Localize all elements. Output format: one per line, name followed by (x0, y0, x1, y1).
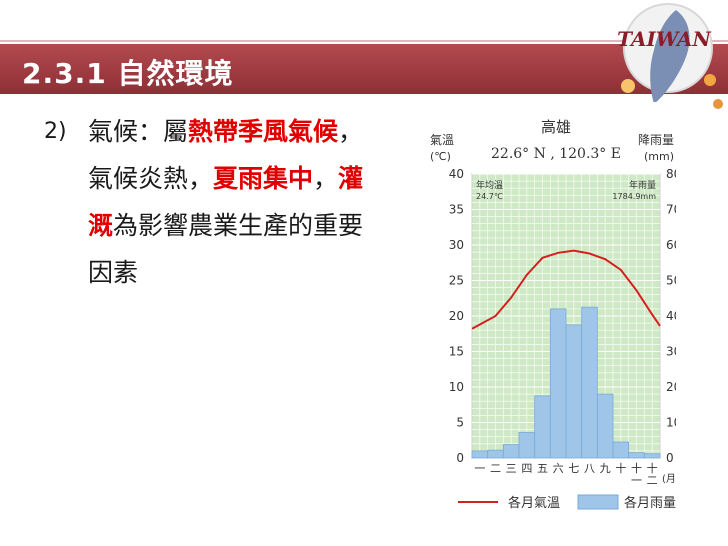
text-segment: 氣候：屬 (88, 117, 189, 146)
left-tick-label: 0 (456, 451, 464, 465)
month-label: 六 (553, 462, 564, 475)
highlighted-term: 夏雨集中 (213, 164, 314, 193)
left-axis-unit: (℃) (430, 150, 451, 163)
chart-title: 高雄 (541, 118, 571, 136)
right-tick-label: 400 (666, 309, 676, 323)
right-tick-label: 100 (666, 416, 676, 430)
annual-temp-label: 年均溫 (476, 179, 503, 191)
paragraph-body: 氣候：屬熱帶季風氣候，氣候炎熱，夏雨集中，灌溉為影響農業生產的重要因素 (88, 108, 384, 296)
legend-rain-swatch (577, 494, 619, 510)
month-label: 一 (474, 462, 485, 475)
climate-chart: 高雄 22.6° N , 120.3° E 氣溫 (℃) 降雨量 (mm) 年均溫24.7℃… (428, 102, 676, 520)
rain-bar (502, 444, 520, 459)
rain-bar (612, 441, 630, 459)
chart-coordinates: 22.6° N , 120.3° E (491, 146, 621, 162)
left-tick-label: 20 (449, 309, 464, 323)
month-label: 三 (506, 462, 517, 475)
left-tick-label: 15 (449, 345, 464, 359)
month-label: 八 (584, 462, 595, 475)
rain-bar (549, 308, 567, 459)
right-tick-label: 300 (666, 345, 676, 359)
left-tick-label: 30 (449, 238, 464, 252)
right-tick-label: 200 (666, 380, 676, 394)
left-axis-title: 氣溫 (430, 133, 454, 147)
top-divider (0, 40, 728, 42)
rain-bar (471, 450, 489, 459)
right-tick-label: 0 (666, 451, 674, 465)
right-axis-unit: (mm) (644, 150, 674, 163)
taiwan-island-icon (650, 10, 690, 104)
month-label: 二 (490, 462, 501, 475)
list-number: 2) (44, 119, 67, 144)
highlighted-term: 熱帶季風氣候 (188, 117, 339, 146)
rain-bar (487, 449, 504, 459)
month-label: 二 (647, 474, 658, 487)
lantern-icon (621, 79, 635, 93)
rain-bar (596, 393, 614, 459)
text-segment: ，氣候炎熱， (88, 117, 364, 193)
taiwan-logo: TAIWAN (617, 3, 723, 109)
text-segment: 為影響農業生產的重要因素 (88, 211, 364, 287)
rain-bar (534, 395, 551, 459)
content-paragraph: 2) 氣候：屬熱帶季風氣候，氣候炎熱，夏雨集中，灌溉為影響農業生產的重要因素 (44, 108, 384, 296)
month-label: 七 (568, 462, 579, 475)
month-label: 五 (537, 462, 548, 475)
logo-text: TAIWAN (617, 27, 711, 51)
left-tick-label: 40 (449, 167, 464, 181)
right-tick-label: 500 (666, 274, 676, 288)
month-label: 九 (600, 462, 611, 475)
text-segment: ， (313, 164, 339, 193)
month-label: 十 (631, 461, 642, 475)
lantern-icon (704, 74, 716, 86)
lantern-icon (713, 99, 723, 109)
right-tick-label: 800 (666, 167, 676, 181)
rain-bar (518, 432, 536, 459)
month-label: 一 (631, 474, 642, 487)
highlighted-term: 灌溉 (88, 164, 364, 240)
annual-rain-value: 1784.9mm (612, 192, 656, 201)
month-label: 四 (521, 462, 532, 475)
month-label: 十 (615, 461, 626, 475)
legend-rain-label: 各月雨量 (624, 495, 676, 511)
rain-bar (628, 452, 645, 459)
annual-rain-label: 年雨量 (629, 179, 656, 191)
left-tick-label: 35 (449, 203, 464, 217)
slide-title: 2.3.1 自然環境 (22, 57, 234, 90)
right-axis-title: 降雨量 (638, 133, 674, 147)
right-tick-label: 700 (666, 203, 676, 217)
rain-bar (565, 324, 583, 459)
title-bar (0, 44, 728, 94)
temperature-line (471, 249, 661, 330)
x-axis-unit: (月分) (662, 473, 676, 485)
right-tick-label: 600 (666, 238, 676, 252)
left-tick-label: 5 (456, 416, 464, 430)
legend-temp-label: 各月氣溫 (508, 495, 560, 511)
annual-temp-value: 24.7℃ (476, 192, 503, 201)
left-tick-label: 10 (449, 380, 464, 394)
left-tick-label: 25 (449, 274, 464, 288)
rain-bar (581, 306, 598, 459)
month-label: 十 (647, 461, 658, 475)
rain-bar (643, 453, 661, 459)
